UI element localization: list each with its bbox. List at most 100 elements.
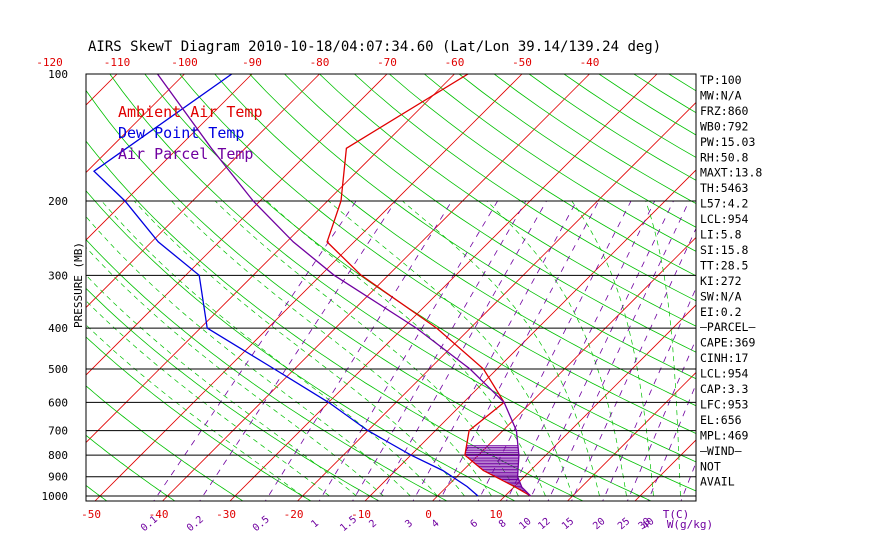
series-layer <box>92 74 532 497</box>
dry-adiabat-line <box>249 74 696 380</box>
pressure-tick-label: 100 <box>48 68 68 81</box>
pressure-tick-label: 800 <box>48 449 68 462</box>
dry-adiabat-line <box>86 89 653 501</box>
isotherm-line <box>834 74 870 505</box>
mixing-ratio-tick-label: 25 <box>616 516 632 532</box>
stat-label: L57:4.2 <box>700 197 748 211</box>
mixing-ratio-tick-label: 20 <box>591 516 607 532</box>
legend-entry: Air Parcel Temp <box>118 145 253 163</box>
dry-adiabat-line <box>179 74 696 434</box>
mixing-ratio-line <box>547 200 690 501</box>
dry-adiabat-line <box>0 74 44 505</box>
isotherm-line <box>86 74 320 309</box>
dry-adiabat-line <box>284 74 696 353</box>
mixing-ratio-line <box>153 200 357 501</box>
dry-adiabat-line <box>86 434 176 501</box>
top-temp-tick-label: -80 <box>310 56 330 69</box>
dry-adiabat-line <box>86 140 584 501</box>
pressure-tick-label: 1000 <box>42 490 69 503</box>
dry-adiabat-line <box>319 74 696 327</box>
isotherm-line <box>499 304 696 501</box>
moist-adiabat-line <box>86 246 384 497</box>
mixing-ratio-tick-label: 1 <box>309 518 321 530</box>
stat-label: AVAIL <box>700 475 735 489</box>
mixing-ratio-line <box>571 227 696 501</box>
dry-adiabat-line <box>354 74 696 302</box>
mixing-ratio-tick-label: 6 <box>469 518 481 530</box>
mixing-ratio-line <box>477 200 632 501</box>
mixing-ratio-line <box>199 200 396 501</box>
y-axis-label: PRESSURE (MB) <box>72 242 85 328</box>
mixing-ratio-line <box>438 200 600 501</box>
stat-label: CINH:17 <box>700 351 749 365</box>
pressure-tick-label: 700 <box>48 425 68 438</box>
pressure-tick-label: 300 <box>48 269 68 282</box>
mixing-ratio-line <box>505 200 656 501</box>
isotherm-line <box>86 74 185 174</box>
stat-label: CAP:3.3 <box>700 382 749 396</box>
mixing-ratio-tick-label: 0.5 <box>251 514 272 534</box>
stat-label: SI:15.8 <box>700 243 749 257</box>
dry-adiabat-line <box>86 336 312 501</box>
moist-adiabat-line <box>101 200 438 497</box>
mixing-ratio-axis-label: W(g/kg) <box>667 518 713 531</box>
moist-adiabat-line <box>133 200 465 497</box>
pressure-tick-label: 900 <box>48 471 68 484</box>
top-temp-tick-label: -50 <box>512 56 532 69</box>
isotherm-line <box>86 74 388 376</box>
isotherm-line <box>94 74 523 501</box>
moist-adiabat-line <box>171 200 492 497</box>
air-parcel-temp-line <box>156 74 532 497</box>
dry-adiabat-line <box>424 74 696 252</box>
dry-adiabat-line <box>844 74 870 505</box>
dew-point-temp-line <box>92 74 479 497</box>
stat-label: TT:28.5 <box>700 258 748 272</box>
isotherm-line <box>431 236 696 501</box>
stat-label: TP:100 <box>700 73 742 87</box>
stat-label: CAPE:369 <box>700 336 755 350</box>
pressure-tick-label: 200 <box>48 195 68 208</box>
dry-adiabat-line <box>214 74 696 407</box>
mixing-ratio-line <box>528 200 674 501</box>
stat-label: NOT <box>700 459 721 473</box>
pressure-tick-label: 500 <box>48 363 68 376</box>
stat-label: LI:5.8 <box>700 228 742 242</box>
bottom-temp-tick-label: -10 <box>351 508 371 521</box>
mixing-ratio-tick-label: 12 <box>536 516 552 532</box>
stat-label: LCL:954 <box>700 367 749 381</box>
mixing-ratio-tick-label: 8 <box>497 518 509 530</box>
dry-adiabat-line <box>86 287 380 501</box>
isotherm-line <box>566 371 696 501</box>
mixing-ratio-tick-label: 10 <box>517 516 533 532</box>
moist-adiabat-line <box>645 200 681 497</box>
bottom-temp-tick-label: 0 <box>425 508 432 521</box>
top-temp-tick-label: -40 <box>580 56 600 69</box>
dry-adiabat-line <box>458 74 696 228</box>
top-temp-tick-label: -60 <box>445 56 465 69</box>
dry-adiabat-line <box>86 239 448 501</box>
dry-adiabat-line <box>86 385 244 501</box>
bottom-temp-tick-label: -30 <box>216 508 236 521</box>
dry-adiabat-line <box>86 190 516 501</box>
mixing-ratio-line <box>376 200 547 501</box>
moist-adiabat-line <box>486 200 627 497</box>
stat-label: –PARCEL– <box>700 320 755 334</box>
stat-label: SW:N/A <box>700 289 742 303</box>
isotherm-line <box>86 74 455 444</box>
stat-label: EI:0.2 <box>700 305 742 319</box>
isotherm-line <box>0 74 50 505</box>
dry-adiabat-line <box>144 74 696 463</box>
top-temp-tick-label: -90 <box>242 56 262 69</box>
stat-label: LFC:953 <box>700 397 749 411</box>
pressure-tick-label: 600 <box>48 396 68 409</box>
isotherm-line <box>766 74 870 505</box>
mixing-ratio-tick-label: 15 <box>560 516 576 532</box>
plot-frame <box>85 73 697 502</box>
dry-adiabat-line <box>739 74 870 505</box>
isotherm-line <box>86 74 253 241</box>
stat-label: TH:5463 <box>700 181 749 195</box>
pressure-tick-label: 400 <box>48 322 68 335</box>
bottom-temp-tick-label: 10 <box>489 508 502 521</box>
mixing-ratio-tick-label: 3 <box>403 518 415 530</box>
